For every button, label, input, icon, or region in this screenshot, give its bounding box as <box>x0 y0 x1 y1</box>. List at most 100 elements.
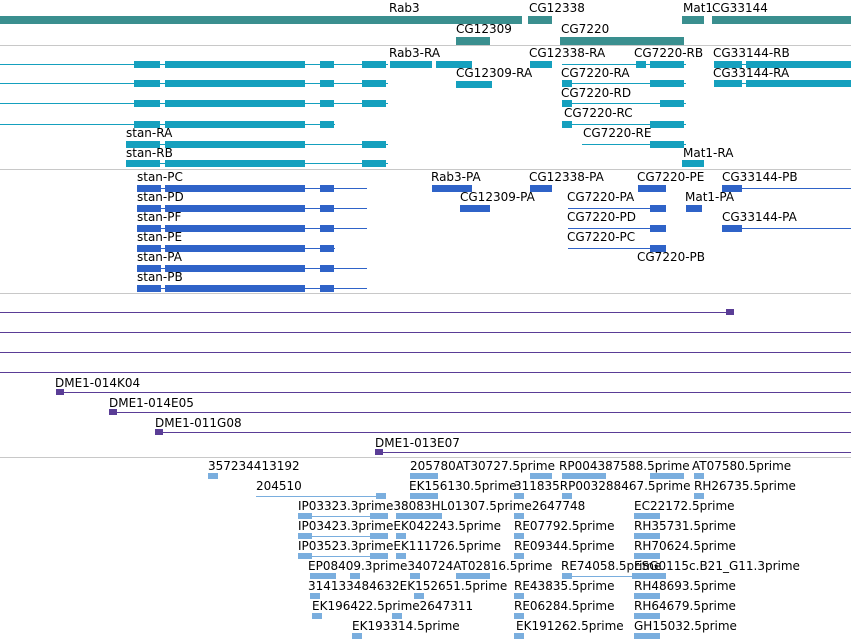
est-block[interactable] <box>414 593 424 599</box>
transcript-label[interactable]: CG7220-RE <box>583 126 652 140</box>
clone-label[interactable]: DME1-011G08 <box>155 416 242 430</box>
est-label[interactable]: 314133484632EK152651.5prime <box>308 579 508 593</box>
est-block[interactable] <box>634 633 660 639</box>
gene-bar[interactable] <box>712 16 851 24</box>
est-block[interactable] <box>376 493 386 499</box>
protein-label[interactable]: CG7220-PD <box>567 210 637 224</box>
est-block[interactable] <box>634 593 660 599</box>
transcript-label[interactable]: CG33144-RA <box>713 66 790 80</box>
est-label[interactable]: RH70624.5prime <box>634 539 736 553</box>
est-block[interactable] <box>410 493 438 499</box>
cds-block[interactable] <box>165 245 305 252</box>
gene-bar[interactable] <box>456 37 490 45</box>
est-label[interactable]: ESG0115c.B21_G11.3prime <box>634 559 800 573</box>
exon-block[interactable] <box>134 61 160 68</box>
est-block[interactable] <box>634 513 660 519</box>
cds-block[interactable] <box>722 185 742 192</box>
exon-block[interactable] <box>650 121 684 128</box>
exon-block[interactable] <box>320 121 334 128</box>
est-block[interactable] <box>650 473 684 479</box>
exon-block[interactable] <box>362 80 386 87</box>
exon-block[interactable] <box>390 61 432 68</box>
gene-label[interactable]: CG12309 <box>456 22 512 36</box>
exon-block[interactable] <box>456 81 492 88</box>
exon-block[interactable] <box>650 61 684 68</box>
cds-block[interactable] <box>137 245 161 252</box>
protein-label[interactable]: CG7220-PB <box>637 250 706 264</box>
est-block[interactable] <box>208 473 218 479</box>
gene-label[interactable]: CG33144 <box>712 1 768 15</box>
protein-label[interactable]: CG7220-PA <box>567 190 635 204</box>
est-label[interactable]: RH35731.5prime <box>634 519 736 533</box>
est-block[interactable] <box>456 573 490 579</box>
est-label[interactable]: RH64679.5prime <box>634 599 736 613</box>
protein-label[interactable]: CG33144-PB <box>722 170 798 184</box>
transcript-label[interactable]: CG12338-RA <box>529 46 606 60</box>
exon-block[interactable] <box>636 61 646 68</box>
protein-label[interactable]: CG7220-PE <box>637 170 705 184</box>
transcript-label[interactable]: Rab3-RA <box>389 46 441 60</box>
clone-line[interactable] <box>58 392 851 393</box>
est-label[interactable]: EC22172.5prime <box>634 499 735 513</box>
clone-end[interactable] <box>155 429 163 435</box>
transcript-label[interactable]: CG7220-RC <box>564 106 633 120</box>
est-block[interactable] <box>370 513 388 519</box>
transcript-label[interactable]: CG33144-RB <box>713 46 790 60</box>
est-block[interactable] <box>410 573 420 579</box>
gene-bar[interactable] <box>560 37 684 45</box>
cds-block[interactable] <box>165 205 305 212</box>
est-block[interactable] <box>694 473 704 479</box>
clone-label[interactable]: DME1-013E07 <box>375 436 460 450</box>
est-block[interactable] <box>370 533 388 539</box>
clone-end[interactable] <box>375 449 383 455</box>
est-label[interactable]: RE74058.5prime <box>561 559 662 573</box>
exon-block[interactable] <box>746 80 851 87</box>
est-label[interactable]: AT07580.5prime <box>692 459 792 473</box>
protein-label[interactable]: CG33144-PA <box>722 210 797 224</box>
cds-block[interactable] <box>137 285 161 292</box>
transcript-label[interactable]: CG7220-RB <box>634 46 704 60</box>
cds-block[interactable] <box>686 205 702 212</box>
est-block[interactable] <box>562 473 606 479</box>
exon-block[interactable] <box>714 61 742 68</box>
gene-label[interactable]: Mat1 <box>683 1 714 15</box>
clone-line[interactable] <box>110 412 851 413</box>
est-block[interactable] <box>310 573 336 579</box>
est-label[interactable]: RE09344.5prime <box>514 539 615 553</box>
cds-block[interactable] <box>460 205 490 212</box>
clone-end[interactable] <box>56 389 64 395</box>
est-label[interactable]: RP004387588.5prime <box>559 459 690 473</box>
gene-label[interactable]: CG7220 <box>561 22 610 36</box>
est-label[interactable]: IP03323.3prime38083HL01307.5prime2647748 <box>298 499 586 513</box>
cds-block[interactable] <box>320 245 334 252</box>
protein-label[interactable]: stan-PF <box>137 210 182 224</box>
gene-bar[interactable] <box>528 16 552 24</box>
cds-block[interactable] <box>638 185 666 192</box>
est-block[interactable] <box>632 573 666 579</box>
protein-label[interactable]: stan-PD <box>137 190 184 204</box>
cds-block[interactable] <box>165 265 305 272</box>
cds-block[interactable] <box>137 265 161 272</box>
est-block[interactable] <box>370 553 388 559</box>
est-label[interactable]: 205780AT30727.5prime <box>410 459 555 473</box>
cds-block[interactable] <box>165 185 305 192</box>
clone-line[interactable] <box>376 452 851 453</box>
est-block[interactable] <box>410 473 438 479</box>
exon-block[interactable] <box>126 160 160 167</box>
clone-label[interactable]: DME1-014E05 <box>109 396 194 410</box>
transcript-label[interactable]: CG7220-RA <box>561 66 630 80</box>
est-block[interactable] <box>514 633 524 639</box>
protein-label[interactable]: CG12309-PA <box>460 190 535 204</box>
est-label[interactable]: 311835RP003288467.5prime <box>514 479 691 493</box>
est-label[interactable]: 204510 <box>256 479 302 493</box>
est-label[interactable]: EK191262.5prime <box>516 619 624 633</box>
cds-block[interactable] <box>165 225 305 232</box>
est-block[interactable] <box>562 573 572 579</box>
est-block[interactable] <box>310 593 320 599</box>
cds-block[interactable] <box>320 225 334 232</box>
exon-block[interactable] <box>134 100 160 107</box>
exon-block[interactable] <box>362 160 386 167</box>
exon-block[interactable] <box>134 121 160 128</box>
clone-end[interactable] <box>109 409 117 415</box>
est-label[interactable]: 357234413192 <box>208 459 300 473</box>
